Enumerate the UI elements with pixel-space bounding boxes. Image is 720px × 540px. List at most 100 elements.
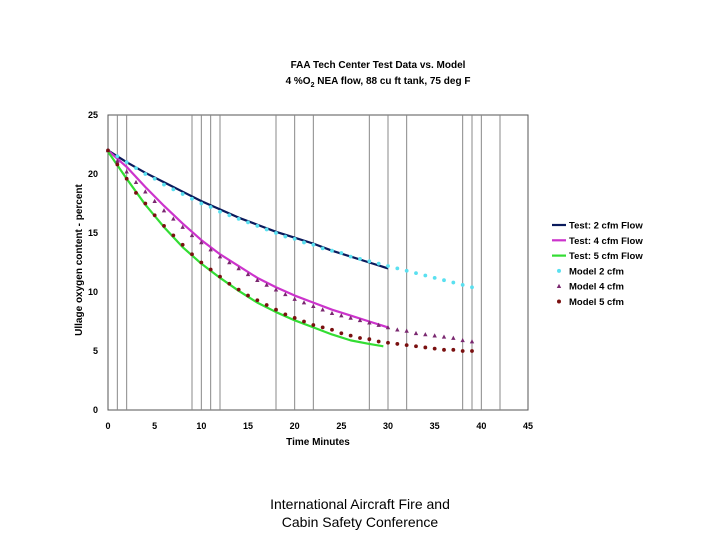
y-tick-label: 0 <box>93 405 98 415</box>
footer-line-1: International Aircraft Fire and <box>270 496 450 512</box>
data-point-model-2-cfm <box>115 154 120 159</box>
x-tick-label: 25 <box>336 421 346 431</box>
data-point-model-5-cfm <box>274 307 278 312</box>
data-point-model-2-cfm <box>152 176 157 181</box>
plot-area <box>107 114 529 411</box>
legend: Test: 2 cfm Flow Test: 4 cfm Flow Test: 5 … <box>552 221 643 308</box>
data-point-model-2-cfm <box>274 231 278 235</box>
data-point-model-2-cfm <box>171 187 176 192</box>
data-point-model-4-cfm <box>320 307 325 312</box>
data-point-model-4-cfm <box>152 198 157 203</box>
data-point-model-5-cfm <box>227 281 232 286</box>
data-point-model-4-cfm <box>292 296 297 301</box>
data-point-model-4-cfm <box>124 169 129 174</box>
data-point-model-4-cfm <box>189 232 195 238</box>
data-point-model-2-cfm <box>442 278 446 283</box>
data-point-model-2-cfm <box>292 237 297 241</box>
chart-title: FAA Tech Center Test Data vs. Model <box>291 60 466 71</box>
data-point-model-5-cfm <box>339 331 344 336</box>
legend-entry-label: Model 5 cfm <box>569 297 624 308</box>
data-point-model-4-cfm <box>311 303 316 308</box>
data-point-model-5-cfm <box>451 347 456 352</box>
data-point-model-2-cfm <box>302 240 306 245</box>
series-markers <box>105 148 475 353</box>
data-point-model-5-cfm <box>292 316 297 320</box>
data-point-model-5-cfm <box>432 346 437 351</box>
data-point-model-2-cfm <box>414 271 418 276</box>
y-tick-label: 5 <box>93 346 98 356</box>
data-point-model-4-cfm <box>264 282 269 287</box>
data-point-model-4-cfm <box>441 334 447 339</box>
x-tick-label: 10 <box>196 421 206 431</box>
data-point-model-4-cfm <box>423 332 428 337</box>
data-point-model-5-cfm <box>106 148 110 153</box>
data-point-model-4-cfm <box>217 254 223 259</box>
data-point-model-4-cfm <box>329 310 335 316</box>
data-point-model-2-cfm <box>134 166 138 171</box>
data-point-model-4-cfm <box>133 179 139 185</box>
y-axis-ticks: 0 5 10 15 20 25 <box>88 110 98 415</box>
data-point-model-4-cfm <box>376 322 381 327</box>
data-point-model-2-cfm <box>180 192 185 196</box>
y-tick-label: 20 <box>88 169 98 179</box>
data-point-model-2-cfm <box>451 280 456 285</box>
footer-line-2: Cabin Safety Conference <box>281 514 439 530</box>
legend-marker-swatch <box>556 283 562 288</box>
data-point-model-5-cfm <box>302 319 306 324</box>
data-point-model-4-cfm <box>348 315 353 320</box>
chart-subtitle-part: NEA flow, 88 cu ft tank, 75 deg F <box>314 76 470 87</box>
data-point-model-2-cfm <box>255 224 260 228</box>
legend-marker-swatch <box>557 299 561 304</box>
x-tick-label: 45 <box>523 421 533 431</box>
data-point-model-5-cfm <box>152 213 157 218</box>
data-point-model-4-cfm <box>395 327 400 332</box>
data-point-model-5-cfm <box>124 176 129 181</box>
data-point-model-4-cfm <box>283 291 288 297</box>
data-point-model-4-cfm <box>273 287 279 292</box>
data-point-model-2-cfm <box>376 261 381 266</box>
data-point-model-4-cfm <box>208 247 213 252</box>
data-point-model-4-cfm <box>460 337 465 343</box>
data-point-model-2-cfm <box>404 268 409 273</box>
legend-entry-label: Test: 4 cfm Flow <box>569 236 643 247</box>
x-tick-label: 35 <box>430 421 440 431</box>
data-point-model-5-cfm <box>376 339 381 344</box>
data-point-model-2-cfm <box>320 246 325 251</box>
data-point-model-5-cfm <box>143 201 148 206</box>
data-point-model-4-cfm <box>171 216 176 221</box>
data-point-model-5-cfm <box>162 224 166 228</box>
data-point-model-2-cfm <box>460 283 465 287</box>
data-point-model-4-cfm <box>301 300 307 305</box>
legend-entry-label: Test: 5 cfm Flow <box>569 251 643 262</box>
data-point-model-2-cfm <box>395 266 400 271</box>
chart-subtitle: 4 %O2 NEA flow, 88 cu ft tank, 75 deg F <box>286 76 471 89</box>
x-tick-label: 40 <box>476 421 486 431</box>
data-point-model-2-cfm <box>124 160 129 165</box>
data-point-model-5-cfm <box>199 260 204 265</box>
legend-entry-label: Model 2 cfm <box>569 266 624 277</box>
data-point-model-4-cfm <box>404 328 409 333</box>
data-point-model-2-cfm <box>227 213 232 218</box>
data-point-model-5-cfm <box>330 327 334 332</box>
data-point-model-4-cfm <box>245 271 251 277</box>
data-point-model-4-cfm <box>339 313 344 318</box>
data-point-model-4-cfm <box>357 317 363 323</box>
data-point-model-2-cfm <box>218 209 222 214</box>
x-tick-label: 30 <box>383 421 393 431</box>
data-point-model-5-cfm <box>134 190 138 195</box>
data-point-model-2-cfm <box>162 182 166 187</box>
data-point-model-2-cfm <box>470 285 474 290</box>
data-point-model-5-cfm <box>404 343 409 347</box>
data-point-model-4-cfm <box>143 189 148 194</box>
x-tick-label: 20 <box>290 421 300 431</box>
data-point-model-5-cfm <box>367 337 372 342</box>
chart-subtitle-subscript: 2 <box>311 82 315 89</box>
data-point-model-5-cfm <box>442 347 446 352</box>
x-tick-label: 5 <box>152 421 157 431</box>
data-point-model-5-cfm <box>358 336 362 340</box>
data-point-model-5-cfm <box>311 323 316 327</box>
x-axis-ticks: 0 5 10 15 20 25 30 35 40 45 <box>105 421 533 431</box>
y-tick-label: 10 <box>88 287 98 297</box>
data-point-model-2-cfm <box>348 254 353 259</box>
